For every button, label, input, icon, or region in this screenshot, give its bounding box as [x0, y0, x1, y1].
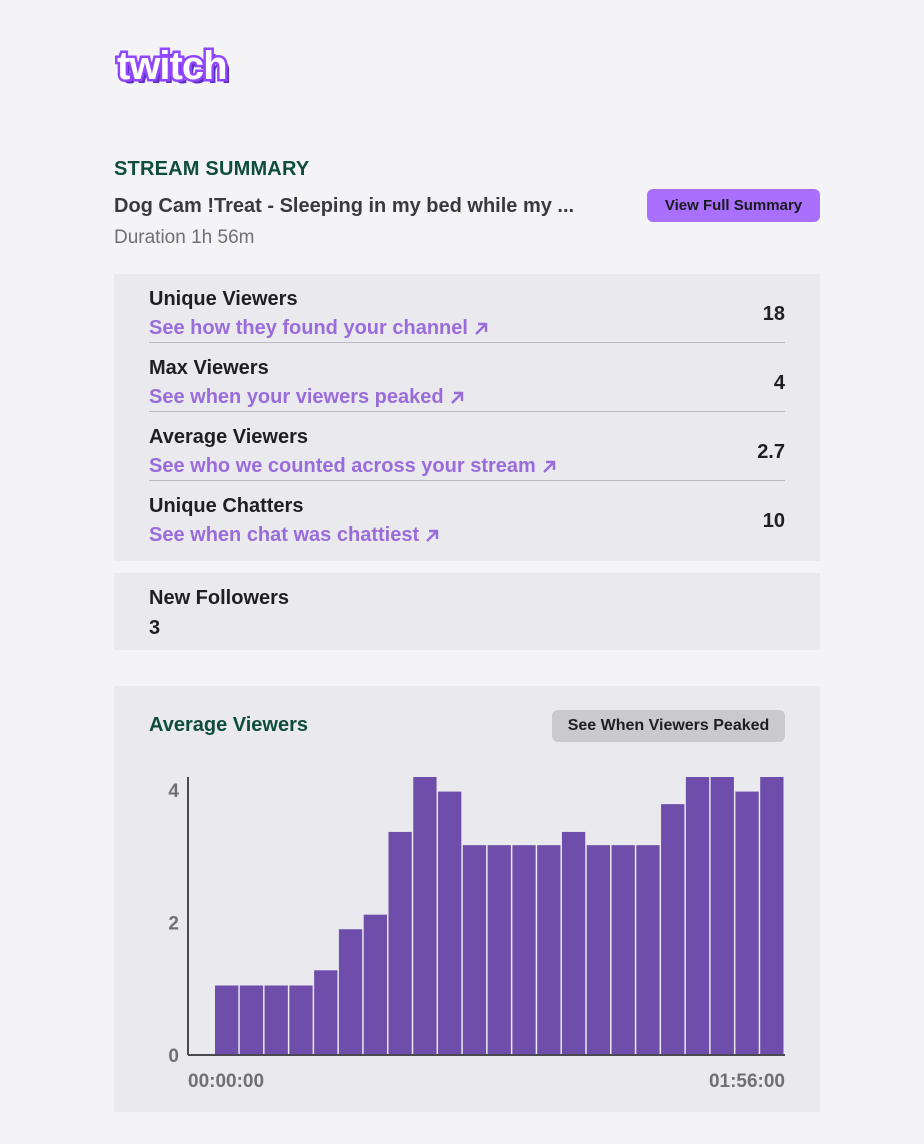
chart-bar[interactable] — [512, 845, 536, 1055]
view-full-summary-button[interactable]: View Full Summary — [647, 189, 820, 222]
twitch-logo: twitch twitch — [115, 42, 232, 93]
chart-panel: 0 2 4 00:00:00 01:56:00 Average Viewers See … — [114, 686, 820, 1112]
chart-bar[interactable] — [239, 985, 264, 1056]
stream-title: Dog Cam !Treat - Sleeping in my bed whil… — [114, 195, 575, 217]
stat-row-average-viewers: Average Viewers See who we counted acros… — [149, 412, 785, 481]
see-when-viewers-peaked-button[interactable]: See When Viewers Peaked — [552, 710, 785, 742]
arrow-up-right-icon — [542, 460, 555, 473]
stat-label: Average Viewers — [149, 426, 308, 448]
chart-bar[interactable] — [636, 845, 660, 1055]
divider — [149, 480, 785, 481]
stat-row-unique-viewers: Unique Viewers See how they found your c… — [149, 274, 785, 343]
stat-value: 4 — [773, 372, 785, 394]
chart-bar[interactable] — [561, 831, 586, 1055]
chart-bar[interactable] — [215, 985, 239, 1056]
stats-panel: Unique Viewers See how they found your c… — [114, 274, 820, 561]
divider — [149, 411, 785, 412]
chart-bar[interactable] — [586, 845, 611, 1055]
stream-duration: Duration 1h 56m — [114, 227, 255, 248]
chart-bar[interactable] — [338, 929, 363, 1055]
chart-bar[interactable] — [462, 845, 487, 1055]
chart-bar[interactable] — [264, 985, 288, 1056]
divider — [149, 342, 785, 343]
svg-text:twitch: twitch — [117, 44, 227, 88]
stat-label: Unique Viewers — [149, 288, 298, 310]
stat-row-max-viewers: Max Viewers See when your viewers peaked… — [149, 343, 785, 412]
chart-bar[interactable] — [314, 970, 338, 1055]
chart-bar[interactable] — [710, 777, 734, 1055]
chart-bar[interactable] — [487, 845, 511, 1055]
chart-bar[interactable] — [413, 777, 437, 1055]
chart-title: Average Viewers — [149, 714, 308, 736]
stat-link-viewers-peaked[interactable]: See when your viewers peaked — [149, 386, 464, 409]
y-tick-label: 2 — [168, 914, 179, 935]
arrow-up-right-icon — [450, 391, 463, 404]
stat-value: 10 — [762, 510, 785, 532]
chart-bar[interactable] — [611, 845, 635, 1055]
chart-bar[interactable] — [363, 914, 387, 1055]
followers-label: New Followers — [149, 587, 290, 609]
stat-value: 2.7 — [757, 441, 785, 463]
x-tick-label-end: 01:56:00 — [709, 1071, 785, 1092]
chart-bar[interactable] — [735, 791, 759, 1055]
chart-bar[interactable] — [388, 831, 412, 1055]
stat-link-found-channel[interactable]: See how they found your channel — [149, 317, 488, 340]
arrow-up-right-icon — [475, 322, 488, 335]
y-tick-label: 4 — [168, 781, 179, 802]
y-tick-label: 0 — [168, 1046, 179, 1067]
x-tick-label-start: 00:00:00 — [188, 1071, 264, 1092]
stat-link-who-we-counted[interactable]: See who we counted across your stream — [149, 455, 556, 478]
svg-text:twitch: twitch — [121, 48, 231, 92]
stat-label: Max Viewers — [149, 357, 269, 379]
chart-bar[interactable] — [685, 777, 710, 1055]
chart-bar[interactable] — [438, 791, 462, 1055]
chart-bar[interactable] — [537, 845, 561, 1055]
stat-label: Unique Chatters — [149, 495, 304, 517]
followers-panel: New Followers 3 — [114, 573, 820, 650]
chart-bar[interactable] — [289, 985, 313, 1056]
stat-row-unique-chatters: Unique Chatters See when chat was chatti… — [149, 481, 785, 550]
followers-value: 3 — [149, 617, 161, 639]
chart-bar[interactable] — [760, 777, 784, 1055]
stat-value: 18 — [762, 303, 785, 325]
average-viewers-chart: 0 2 4 00:00:00 01:56:00 — [168, 777, 785, 1092]
section-title: STREAM SUMMARY — [114, 158, 310, 180]
chart-bar[interactable] — [661, 804, 685, 1055]
arrow-up-right-icon — [426, 529, 439, 542]
stat-link-chat-chattiest[interactable]: See when chat was chattiest — [149, 524, 439, 547]
